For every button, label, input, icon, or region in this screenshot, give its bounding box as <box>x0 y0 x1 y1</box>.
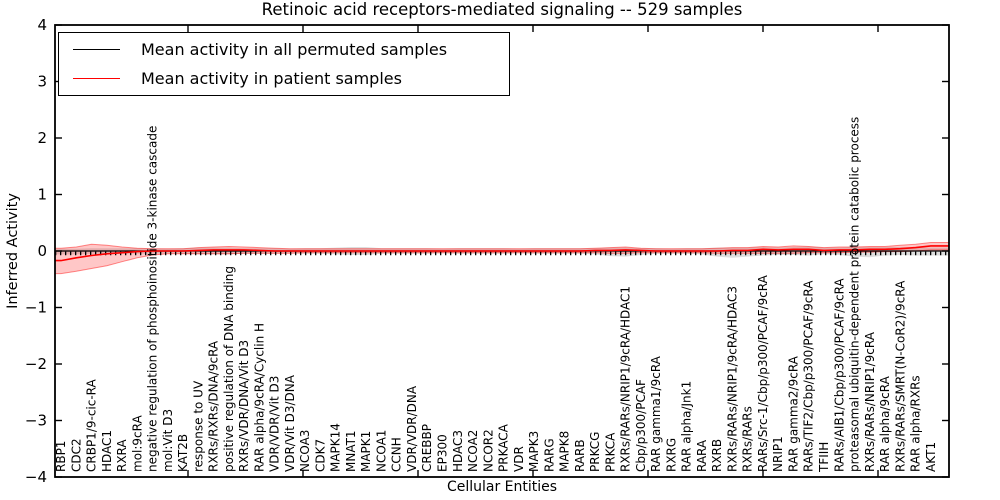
x-tick-label: Cbp/p300/PCAF <box>634 379 648 472</box>
x-tick-label: CDC2 <box>69 438 83 472</box>
x-tick-label: RAR gamma2/9cRA <box>786 355 800 472</box>
x-tick-label: NCOR2 <box>481 429 495 472</box>
x-tick-label: CDK7 <box>313 439 327 472</box>
legend-label-patient: Mean activity in patient samples <box>141 69 402 88</box>
x-tick-label: PRKCA <box>603 432 617 472</box>
patient-confidence-band <box>54 242 950 275</box>
legend-label-permuted: Mean activity in all permuted samples <box>141 40 448 59</box>
x-tick-label: RXRB <box>710 439 724 472</box>
y-tick-label: 0 <box>37 242 47 260</box>
x-tick-label: TFIIH <box>817 442 831 473</box>
x-tick-label: NCOA2 <box>466 430 480 472</box>
x-tick-label: RXRs/RARs/SMRT(N-CoR2)/9cRA <box>893 280 907 472</box>
x-tick-label: RARG <box>542 438 556 472</box>
x-tick-label: negative regulation of phosphoinositide … <box>146 126 160 472</box>
patient-mean-line <box>55 245 949 262</box>
x-tick-label: RXRs/RARs <box>741 406 755 472</box>
y-tick-label: −1 <box>25 299 47 317</box>
x-tick-label: NRIP1 <box>771 436 785 472</box>
x-tick-label: RXRs/RARs/NRIP1/9cRA <box>863 331 877 472</box>
x-tick-label: VDR/VDR/DNA <box>405 385 419 472</box>
x-tick-label: RAR alpha/9cRA <box>878 375 892 472</box>
x-tick-label: PRKACA <box>496 423 510 472</box>
x-axis-label: Cellular Entities <box>446 479 558 495</box>
x-tick-label: RAR alpha/RXRs <box>909 375 923 472</box>
x-tick-label: RAR gamma1/9cRA <box>649 355 663 472</box>
x-tick-label: VDR <box>512 446 526 472</box>
x-tick-label: HDAC3 <box>451 430 465 472</box>
x-tick-label: mol:9cRA <box>130 415 144 472</box>
x-tick-label: RARA <box>695 439 709 472</box>
x-tick-label: RARs/Src-1/Cbp/p300/PCAF/9cRA <box>756 274 770 472</box>
y-tick-label: −3 <box>25 412 47 430</box>
black-line-swatch <box>73 49 120 50</box>
x-tick-label: RXRG <box>664 438 678 472</box>
x-tick-label: MAPK1 <box>359 431 373 472</box>
x-tick-label: RXRs/RARs/NRIP1/9cRA/HDAC1 <box>619 286 633 472</box>
y-tick-label: −4 <box>25 468 47 486</box>
legend-entry-permuted: Mean activity in all permuted samples <box>73 39 509 61</box>
x-tick-label: CREBBP <box>420 424 434 472</box>
y-tick-label: 1 <box>37 186 47 204</box>
x-tick-label: CCNH <box>390 437 404 472</box>
x-tick-label: PRKCG <box>588 432 602 472</box>
x-tick-label: MAPK8 <box>558 431 572 472</box>
x-tick-label: RXRs/VDR/DNA/Vit D3 <box>237 340 251 472</box>
x-tick-label: CRBP1/9-cic-RA <box>84 378 98 472</box>
legend: Mean activity in all permuted samples Me… <box>58 32 510 96</box>
x-tick-label: RARB <box>573 439 587 472</box>
x-tick-label: RXRA <box>115 439 129 472</box>
x-tick-label: RAR alpha/9cRA/Cyclin H <box>252 323 266 472</box>
y-tick-label: 2 <box>37 129 47 147</box>
x-tick-label: RARs/TIF2/Cbp/p300/PCAF/9cRA <box>802 280 816 472</box>
x-tick-label: mol:Vit D3 <box>161 409 175 472</box>
x-tick-label: positive regulation of DNA binding <box>222 266 236 472</box>
x-tick-label: NCOA3 <box>298 430 312 472</box>
x-tick-label: RAR alpha/Jnk1 <box>680 381 694 472</box>
x-tick-label: VDR/Vit D3/DNA <box>283 374 297 472</box>
x-tick-label: MNAT1 <box>344 430 358 472</box>
x-tick-label: MAPK3 <box>527 431 541 472</box>
y-tick-label: −2 <box>25 355 47 373</box>
chart-title: Retinoic acid receptors-mediated signali… <box>261 0 743 19</box>
x-tick-label: RXRs/RARs/NRIP1/9cRA/HDAC3 <box>725 286 739 472</box>
x-tick-label: RXRs/RXRs/DNA/9cRA <box>207 340 221 472</box>
y-axis-label: Inferred Activity <box>5 193 21 309</box>
x-tick-label: VDR/VDR/Vit D3 <box>268 376 282 472</box>
y-tick-label: 4 <box>37 16 47 34</box>
x-tick-label: RARs/AIB1/Cbp/p300/PCAF/9cRA <box>832 278 846 472</box>
legend-entry-patient: Mean activity in patient samples <box>73 68 509 90</box>
x-tick-label: AKT1 <box>924 442 938 472</box>
x-tick-label: KAT2B <box>176 434 190 472</box>
x-tick-label: NCOA1 <box>374 430 388 472</box>
x-tick-label: HDAC1 <box>100 430 114 472</box>
x-tick-label: RBP1 <box>54 441 68 472</box>
x-tick-label: EP300 <box>435 434 449 472</box>
y-tick-label: 3 <box>37 73 47 91</box>
x-tick-label: MAPK14 <box>329 423 343 472</box>
x-tick-label: response to UV <box>191 380 205 472</box>
red-line-swatch <box>73 78 120 79</box>
x-tick-label: proteasomal ubiquitin-dependent protein … <box>847 117 861 472</box>
